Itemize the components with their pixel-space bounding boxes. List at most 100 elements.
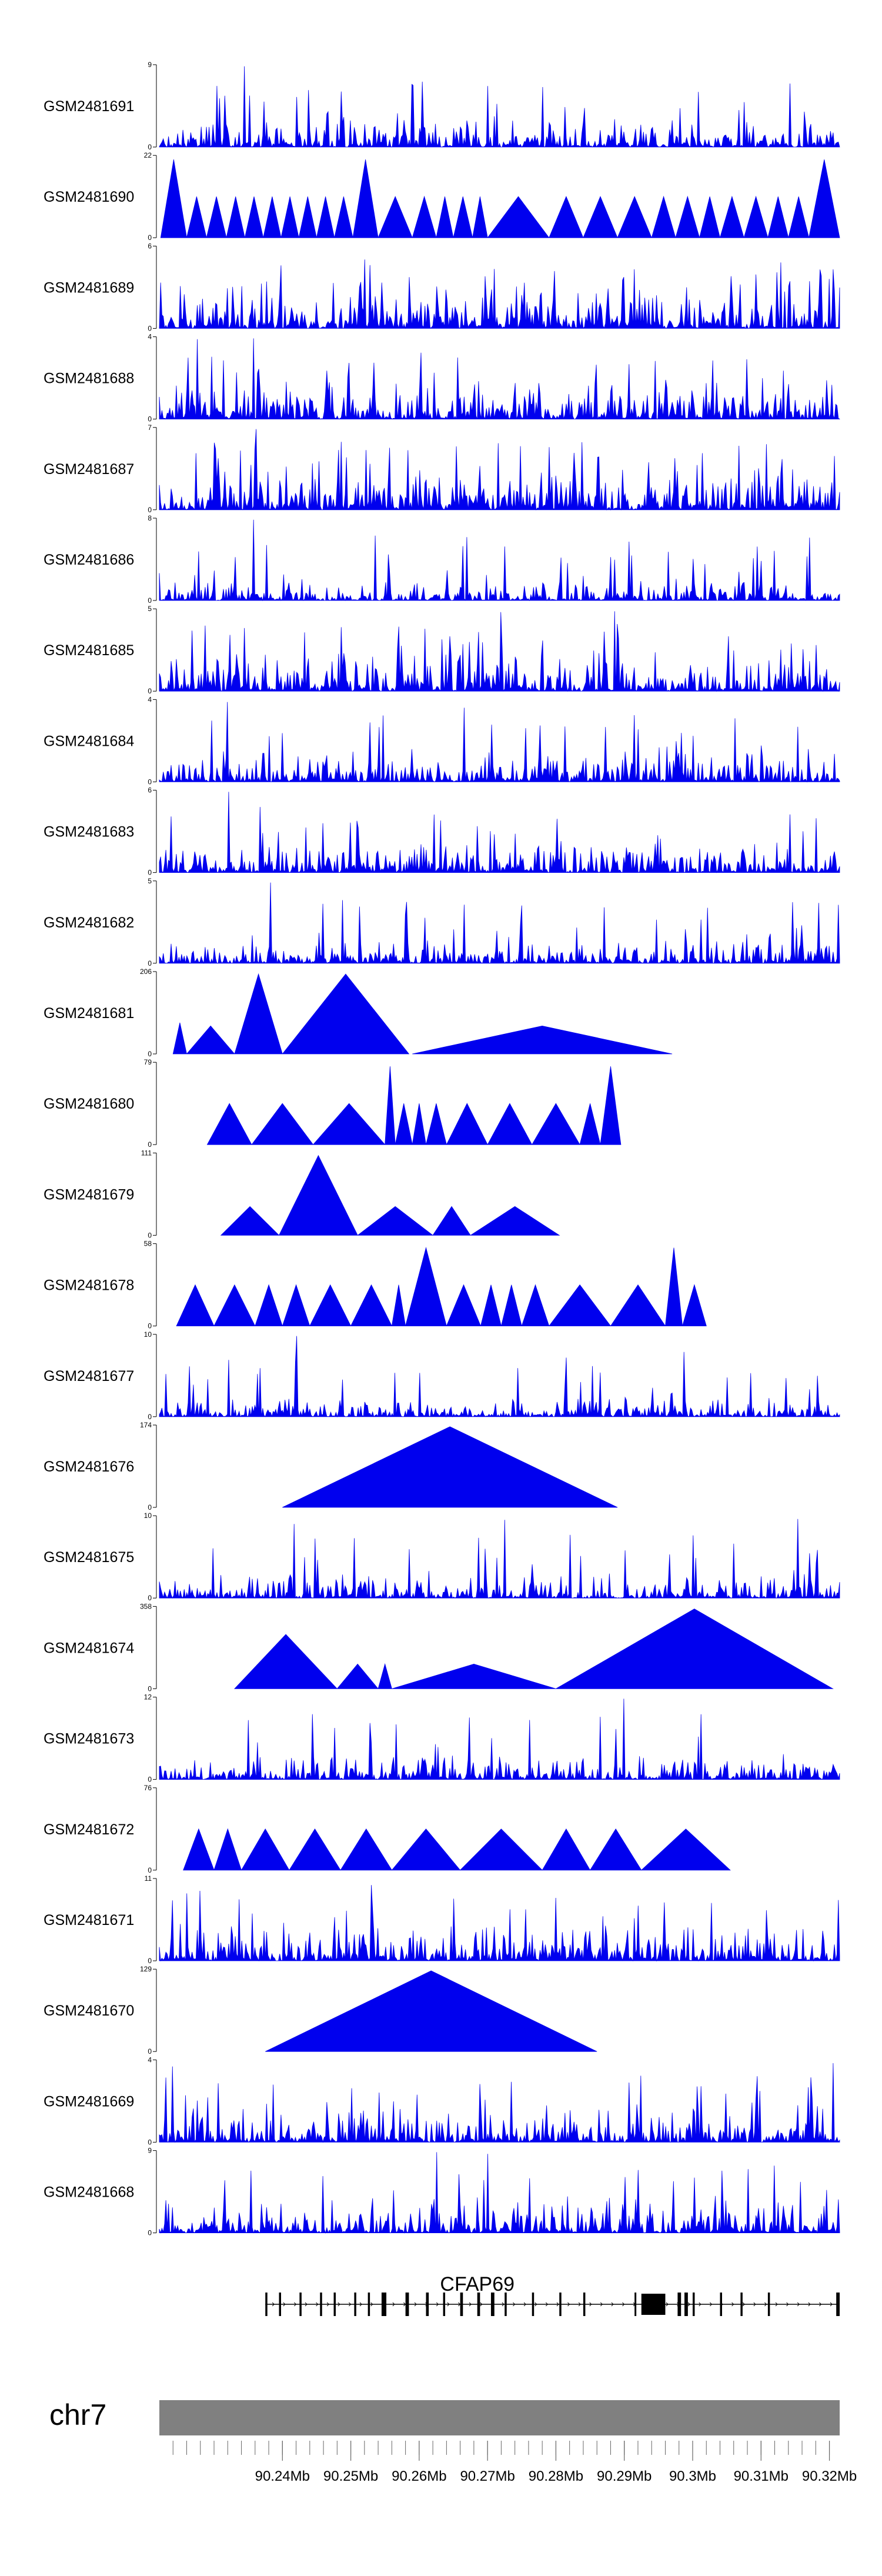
track-GSM2481678: GSM2481678 58 0 <box>44 1240 707 1330</box>
genome-axis: 90.24Mb 90.25Mb 90.26Mb 90.27Mb 90.28Mb 90.29… <box>172 2441 857 2484</box>
strand-arrow <box>359 2302 362 2307</box>
track-GSM2481681: GSM2481681 206 0 <box>44 967 673 1058</box>
strand-arrow <box>349 2302 352 2307</box>
y-max-label: 10 <box>144 1511 152 1520</box>
y-min-label: 0 <box>148 687 152 695</box>
signal-area <box>159 611 840 692</box>
axis-tick-label: 90.24Mb <box>255 2468 310 2484</box>
track-label: GSM2481686 <box>44 552 134 568</box>
exon <box>505 2293 507 2316</box>
axis-tick-label: 90.32Mb <box>802 2468 857 2484</box>
strand-arrow <box>338 2302 340 2307</box>
strand-arrow <box>436 2302 439 2307</box>
strand-arrow <box>731 2302 734 2307</box>
y-max-label: 5 <box>148 877 152 885</box>
exon <box>426 2293 429 2316</box>
track-label: GSM2481682 <box>44 915 134 931</box>
strand-arrow <box>480 2302 483 2307</box>
track-GSM2481679: GSM2481679 111 0 <box>44 1149 560 1239</box>
strand-arrow <box>666 2302 669 2307</box>
y-min-label: 0 <box>148 778 152 786</box>
exon <box>333 2293 336 2316</box>
signal-area <box>159 792 840 873</box>
signal-area <box>159 429 840 511</box>
track-label: GSM2481690 <box>44 189 134 205</box>
track-GSM2481669: GSM2481669 4 0 <box>44 2056 840 2146</box>
signal-area <box>159 2152 840 2234</box>
strand-arrow <box>687 2302 690 2307</box>
strand-arrow <box>534 2302 537 2307</box>
y-min-label: 0 <box>148 2229 152 2237</box>
strand-arrow <box>403 2302 406 2307</box>
signal-area <box>282 1426 618 1508</box>
chromosome-label: chr7 <box>49 2398 106 2431</box>
signal-area <box>233 1609 834 1689</box>
strand-arrow <box>447 2302 450 2307</box>
strand-arrow <box>578 2302 581 2307</box>
y-min-label: 0 <box>148 2138 152 2146</box>
track-label: GSM2481677 <box>44 1368 134 1384</box>
axis-tick-label: 90.31Mb <box>734 2468 789 2484</box>
track-label: GSM2481680 <box>44 1096 134 1112</box>
track-label: GSM2481672 <box>44 1821 134 1838</box>
track-GSM2481677: GSM2481677 10 0 <box>44 1330 840 1421</box>
axis-tick-label: 90.26Mb <box>392 2468 446 2484</box>
track-label: GSM2481681 <box>44 1005 134 1022</box>
y-min-label: 0 <box>148 1413 152 1421</box>
exon <box>368 2293 370 2316</box>
exon <box>677 2293 681 2316</box>
signal-area <box>172 973 673 1055</box>
y-min-label: 0 <box>148 959 152 967</box>
strand-arrow <box>622 2302 625 2307</box>
strand-arrow <box>305 2302 308 2307</box>
signal-area <box>206 1066 622 1145</box>
signal-area <box>183 1828 731 1871</box>
signal-area <box>159 1336 840 1418</box>
axis-tick-label: 90.28Mb <box>529 2468 583 2484</box>
signal-area <box>176 1247 707 1326</box>
signal-area <box>159 702 840 783</box>
track-label: GSM2481678 <box>44 1277 134 1294</box>
y-max-label: 6 <box>148 242 152 250</box>
y-min-label: 0 <box>148 1322 152 1330</box>
track-GSM2481688: GSM2481688 4 0 <box>44 333 840 423</box>
exon <box>692 2293 695 2316</box>
track-GSM2481674: GSM2481674 358 0 <box>44 1602 834 1693</box>
track-label: GSM2481679 <box>44 1186 134 1203</box>
y-max-label: 4 <box>148 333 152 341</box>
y-min-label: 0 <box>148 143 152 151</box>
y-min-label: 0 <box>148 1684 152 1693</box>
y-max-label: 9 <box>148 61 152 69</box>
track-label: GSM2481676 <box>44 1459 134 1475</box>
exon <box>634 2293 637 2316</box>
exon <box>320 2293 322 2316</box>
track-GSM2481685: GSM2481685 5 0 <box>44 605 840 695</box>
track-GSM2481680: GSM2481680 79 0 <box>44 1058 622 1149</box>
strand-arrow <box>753 2302 756 2307</box>
track-label: GSM2481683 <box>44 824 134 840</box>
y-max-label: 22 <box>144 151 152 159</box>
track-GSM2481691: GSM2481691 9 0 <box>44 61 840 151</box>
track-GSM2481671: GSM2481671 11 0 <box>44 1874 840 1965</box>
gene-model <box>265 2293 840 2316</box>
exon <box>559 2293 562 2316</box>
y-max-label: 5 <box>148 605 152 613</box>
y-min-label: 0 <box>148 1776 152 1784</box>
track-GSM2481673: GSM2481673 12 0 <box>44 1693 840 1784</box>
track-GSM2481675: GSM2481675 10 0 <box>44 1511 840 1602</box>
strand-arrow <box>819 2302 822 2307</box>
axis-tick-label: 90.3Mb <box>669 2468 716 2484</box>
track-GSM2481670: GSM2481670 129 0 <box>44 1965 597 2056</box>
strand-arrow <box>611 2302 614 2307</box>
strand-arrow <box>567 2302 570 2307</box>
strand-arrow <box>392 2302 395 2307</box>
strand-arrow <box>764 2302 767 2307</box>
exon <box>641 2294 666 2315</box>
y-min-label: 0 <box>148 2047 152 2056</box>
y-min-label: 0 <box>148 415 152 423</box>
signal-area <box>159 882 840 965</box>
y-min-label: 0 <box>148 1503 152 1511</box>
signal-area <box>159 519 840 602</box>
y-max-label: 7 <box>148 423 152 432</box>
